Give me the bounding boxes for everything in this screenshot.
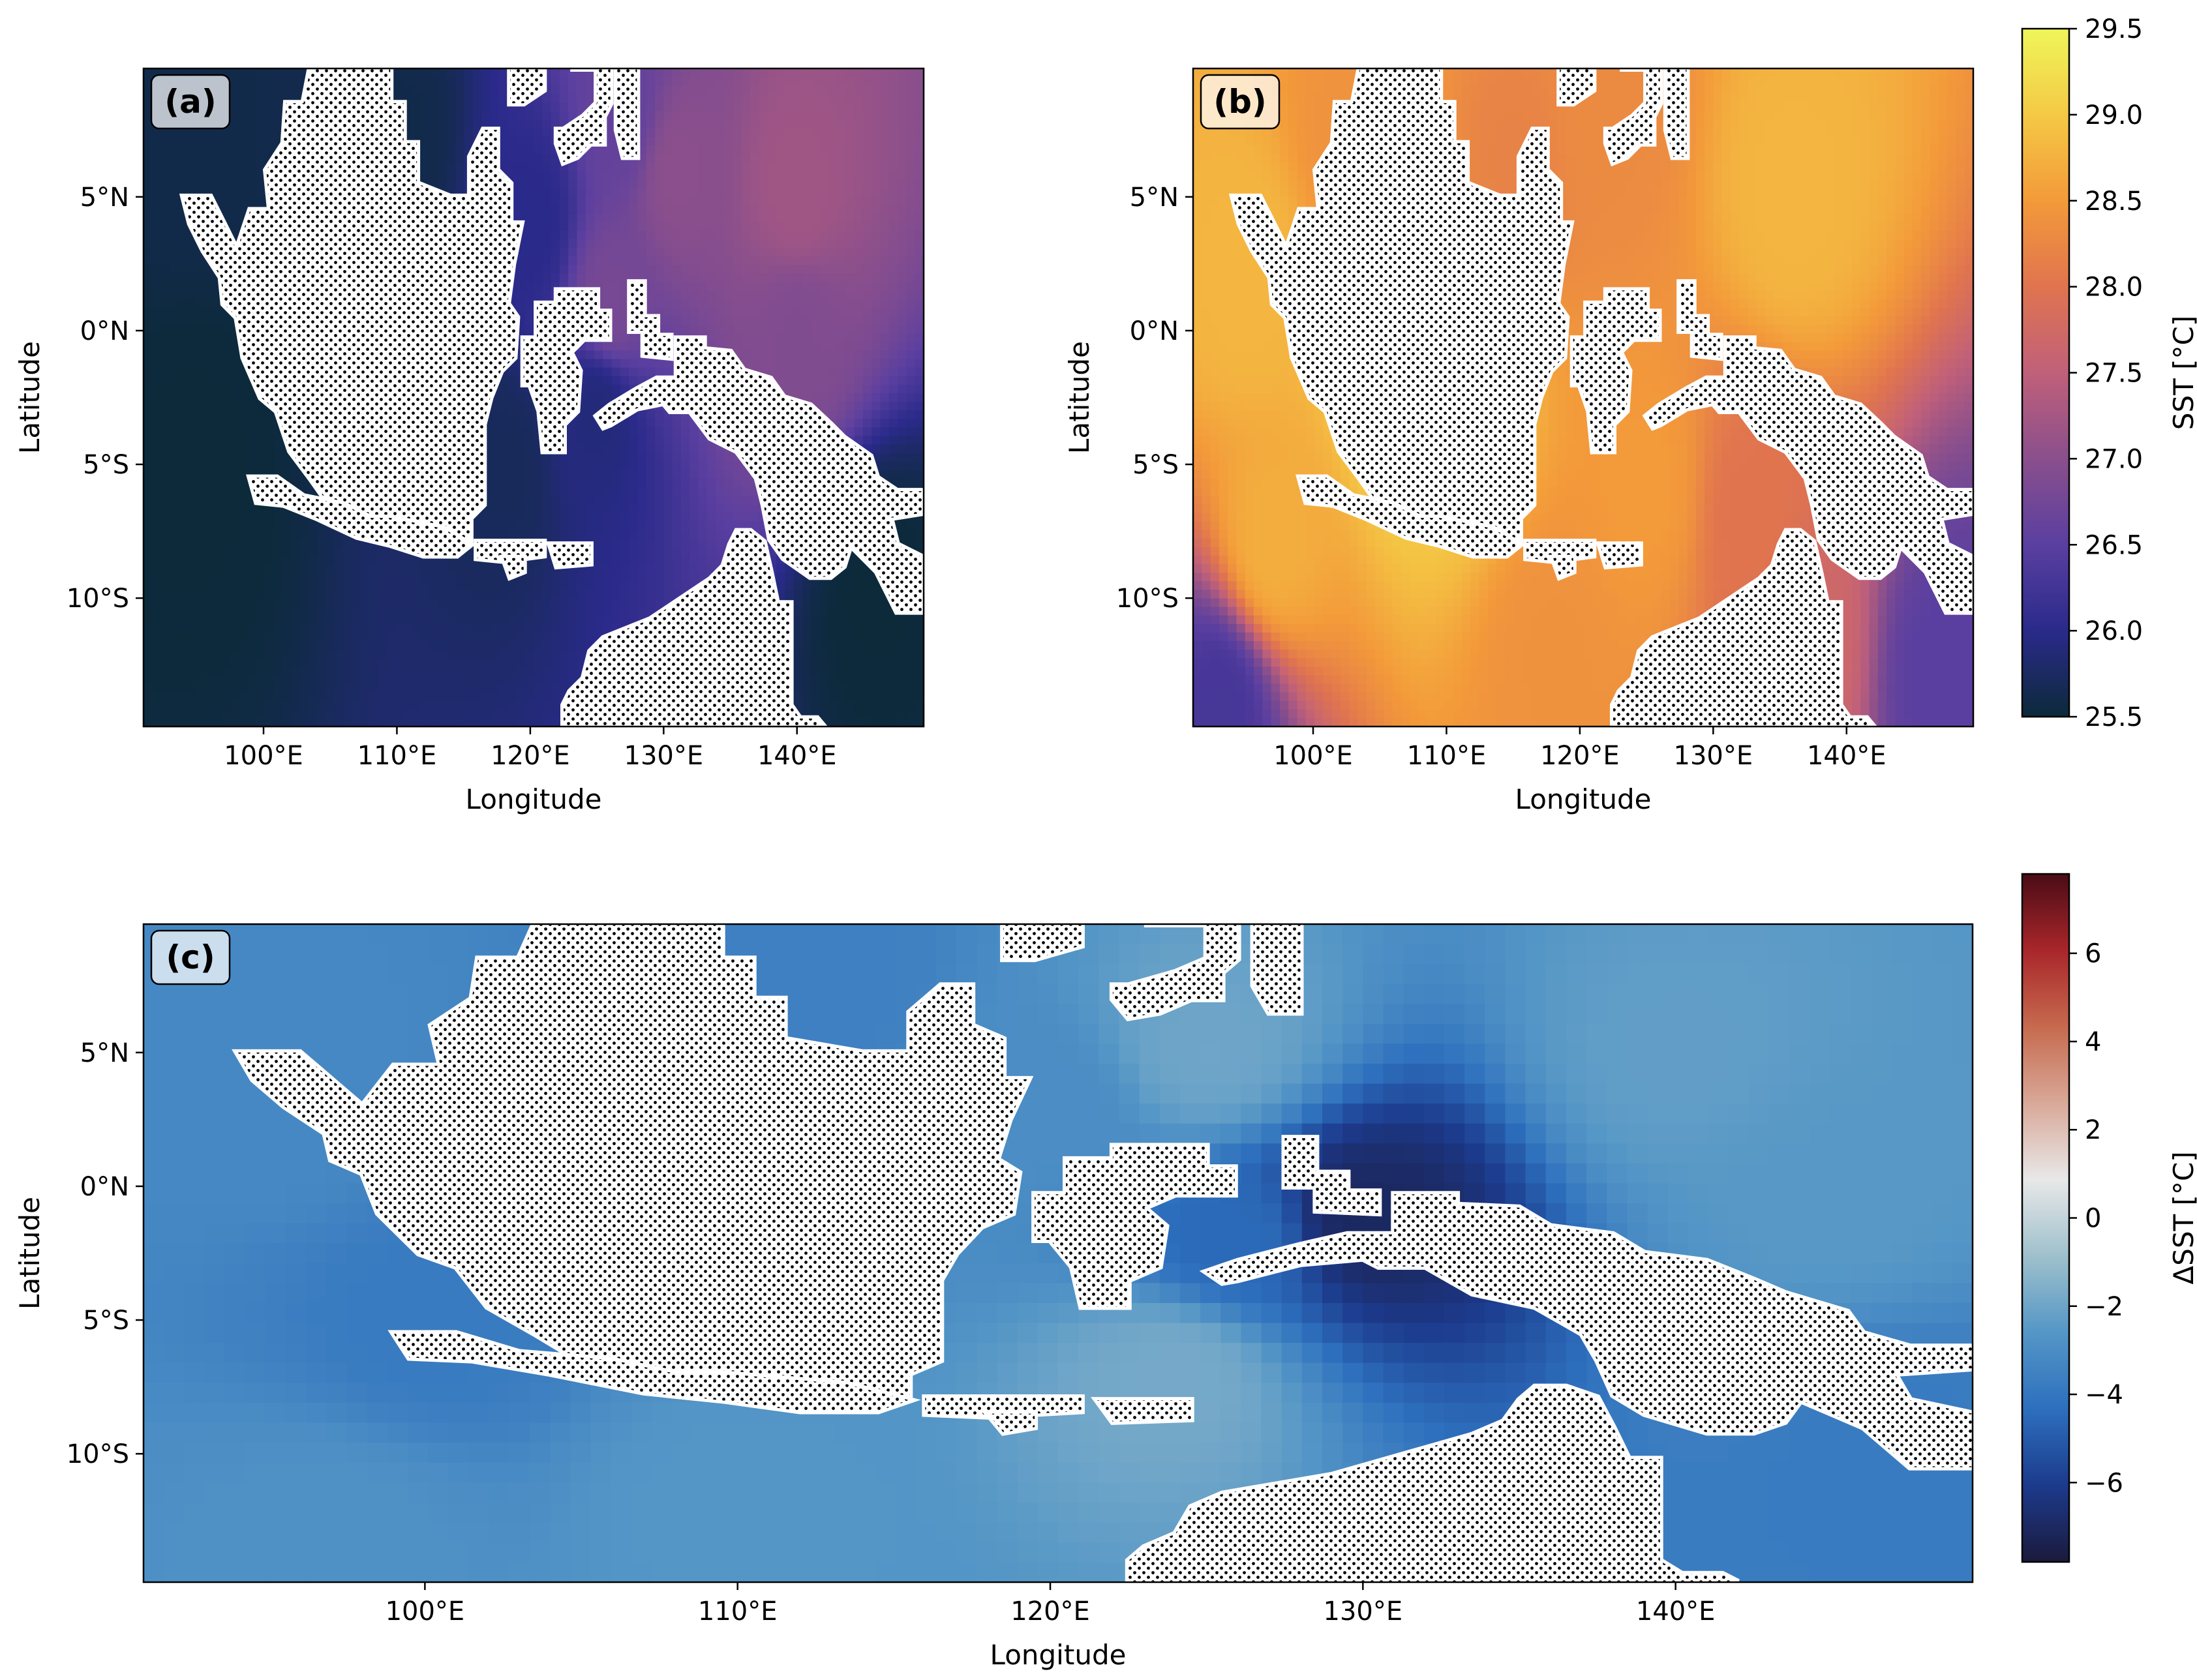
land-mask [545,541,594,570]
land-mask [507,68,547,107]
panel-label: (b) [1213,83,1267,121]
colorbar-tick-label: 4 [2085,1027,2101,1057]
colorbar-tick-label: 27.0 [2085,444,2143,474]
x-tick-label: 110°E [1407,741,1487,771]
land-mask [1663,68,1690,160]
y-axis-label: Latitude [1063,341,1095,454]
x-tick-label: 120°E [491,741,570,771]
x-tick-label: 130°E [624,741,704,771]
x-tick-label: 110°E [357,741,437,771]
land-mask [498,554,527,581]
colorbar-tick-label: 26.5 [2085,530,2143,560]
x-tick-label: 130°E [1324,1597,1403,1627]
x-tick-label: 140°E [1636,1597,1716,1627]
axes-frame [142,67,925,728]
x-tick-label: 100°E [224,741,303,771]
colorbar-tick-label: 28.0 [2085,273,2143,303]
panel-1: 100°E 110°E 120°E 130°E 140°E 5°N 0°N 5°S 10°S Lo… [1063,67,1975,815]
y-tick-label: 0°N [1130,316,1179,346]
colorbar-label: SST [°C] [2168,316,2197,430]
x-axis-label: Longitude [466,783,602,815]
land-mask [1603,68,1663,167]
colorbar-tick-label: 29.0 [2085,100,2143,130]
colorbar-tick-label: 25.5 [2085,702,2143,732]
x-tick-label: 120°E [1540,741,1620,771]
panels: 100°E 110°E 120°E 130°E 140°E 5°N 0°N 5°S 10°S Lo… [14,14,2197,1671]
colorbar-dsst: −6 −4 −2 0 2 4 6 ΔSST [°C] [2021,873,2197,1563]
y-tick-label: 10°S [67,1439,129,1469]
land-mask [553,68,614,167]
x-tick-label: 100°E [1273,741,1353,771]
land-mask [980,1410,1038,1436]
x-tick-label: 140°E [757,741,837,771]
colorbar-tick-label: −4 [2085,1380,2123,1410]
y-tick-label: 5°S [83,450,129,480]
land-mask [1091,1397,1194,1425]
land-mask [387,1330,921,1415]
y-axis-label: Latitude [14,1197,46,1310]
panel-label-box [1200,74,1280,130]
colorbar-tick-label: 26.0 [2085,616,2143,646]
x-axis-label: Longitude [990,1639,1127,1671]
panel-label: (a) [164,83,216,121]
axes-frame [142,923,1974,1583]
land-mask [246,474,476,559]
colorbar-tick-label: 6 [2085,939,2101,969]
y-tick-label: 5°N [80,1038,129,1068]
y-tick-label: 0°N [80,1172,129,1202]
colorbar-sst: 25.5 26.0 26.5 27.0 27.5 28.0 28.5 29.0 29.5 SST … [2021,14,2197,732]
land-mask [1569,287,1662,455]
land-mask [592,335,924,615]
y-tick-label: 0°N [80,316,129,346]
land-mask [1642,335,1973,615]
colorbar-tick-label: −6 [2085,1468,2123,1498]
y-tick-label: 10°S [1116,584,1179,614]
panel-0: 100°E 110°E 120°E 130°E 140°E 5°N 0°N 5°S 10°S Lo… [14,67,925,815]
x-tick-label: 110°E [698,1597,778,1627]
colorbar-tick-label: 29.5 [2085,14,2143,44]
panel-label: (c) [166,938,215,976]
land-mask [1295,474,1526,559]
x-tick-label: 120°E [1010,1597,1090,1627]
land-mask [560,528,828,727]
colorbar-tick-label: −2 [2085,1292,2123,1322]
land-mask [1031,1143,1238,1310]
panel-label-box [150,74,231,130]
land-mask [1250,924,1304,1016]
colorbar-gradient [2021,27,2070,718]
land-mask [1281,1135,1382,1217]
x-axis-label: Longitude [1515,783,1652,815]
y-tick-label: 5°S [1132,450,1179,480]
colorbar-gradient [2021,873,2070,1563]
x-tick-label: 140°E [1807,741,1886,771]
x-tick-label: 100°E [386,1597,465,1627]
land-mask [1109,924,1241,1022]
y-tick-label: 10°S [67,584,129,614]
colorbar-tick-label: 28.5 [2085,187,2143,217]
land-mask [1000,924,1085,963]
land-mask [1556,68,1597,107]
land-mask [613,68,641,160]
land-mask [1548,554,1577,581]
land-mask [627,279,674,361]
land-mask [1676,279,1723,361]
colorbar-tick-label: 2 [2085,1115,2101,1145]
y-tick-label: 5°S [83,1306,129,1336]
land-mask [1125,1383,1740,1582]
colorbar-label: ΔSST [°C] [2168,1151,2197,1284]
land-mask [1595,541,1643,570]
land-mask [1199,1191,1973,1471]
axes-frame [1192,67,1975,728]
colorbar-tick-label: 0 [2085,1204,2101,1234]
colorbar-tick-label: 27.5 [2085,359,2143,389]
panel-2: 100°E 110°E 120°E 130°E 140°E 5°N 0°N 5°S 10°S Lo… [14,923,1974,1671]
panel-label-box [150,929,231,985]
y-axis-label: Latitude [14,341,46,454]
land-mask [1610,528,1878,727]
x-tick-label: 130°E [1674,741,1753,771]
y-tick-label: 5°N [1130,183,1179,213]
land-mask [520,287,613,455]
y-tick-label: 5°N [80,183,129,213]
